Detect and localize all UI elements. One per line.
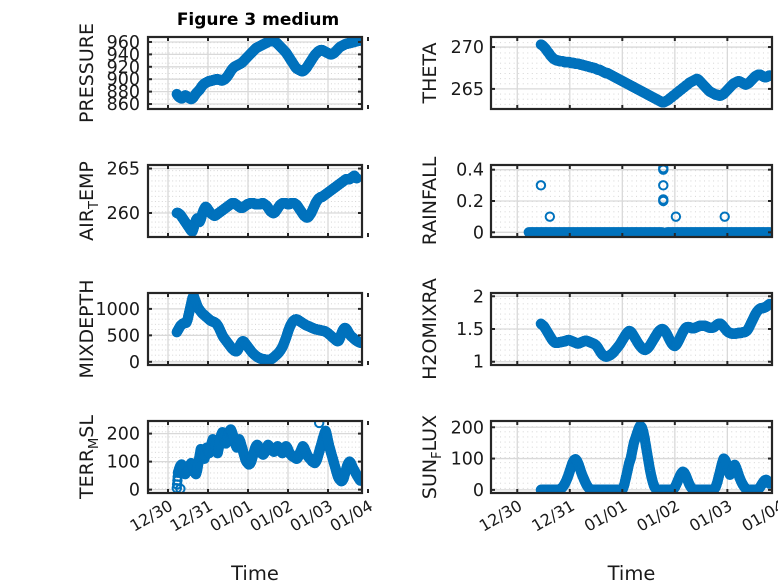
axes-box bbox=[489, 35, 774, 111]
axes-box bbox=[146, 35, 364, 111]
y-tick-label: 270 bbox=[451, 38, 484, 58]
y-tick-label: 2 bbox=[473, 287, 484, 307]
tick-marks bbox=[491, 293, 772, 365]
data-series bbox=[535, 421, 772, 493]
y-tick-label: 880 bbox=[107, 83, 140, 103]
y-tick-label: 1.5 bbox=[456, 320, 484, 340]
y-tick-label: 0.4 bbox=[456, 161, 484, 181]
y-tick-label: 1 bbox=[473, 353, 484, 373]
subplot-middle-lower-right: 2 1.5 1 H2OMIXRA bbox=[419, 278, 774, 380]
axes-box bbox=[146, 291, 364, 367]
tick-marks bbox=[148, 293, 369, 365]
y-axis-label: THETA bbox=[419, 42, 441, 104]
y-axis-label: AIRTEMP bbox=[76, 161, 102, 241]
subplot-bottom-left: 2001000TERRMSL12/3012/3101/0101/0201/030… bbox=[76, 415, 376, 583]
y-tick-label: 100 bbox=[451, 450, 484, 470]
y-tick-label: 0 bbox=[473, 223, 484, 243]
tick-marks bbox=[148, 165, 369, 237]
y-tick-label: 900 bbox=[107, 70, 140, 90]
figure-title: Figure 3 medium bbox=[177, 10, 339, 30]
data-series bbox=[535, 39, 772, 108]
y-tick-label: 920 bbox=[107, 58, 140, 78]
y-axis-label: RAINFALL bbox=[419, 156, 441, 245]
tick-marks bbox=[148, 421, 369, 493]
axes-box bbox=[489, 419, 774, 495]
y-tick-label: 200 bbox=[107, 425, 140, 445]
y-tick-label: 265 bbox=[451, 80, 484, 100]
y-tick-label: 0 bbox=[129, 353, 140, 373]
y-tick-label: 1000 bbox=[95, 300, 140, 320]
tick-marks bbox=[491, 421, 772, 493]
y-tick-label: 960 bbox=[107, 33, 140, 53]
svg-text:THETA: THETA bbox=[419, 42, 441, 104]
y-tick-label: 100 bbox=[107, 453, 140, 473]
tick-marks bbox=[491, 165, 772, 237]
tick-marks bbox=[148, 37, 369, 109]
y-tick-label: 200 bbox=[451, 418, 484, 438]
y-tick-label: 0 bbox=[473, 481, 484, 501]
x-axis-title: Time bbox=[607, 562, 656, 583]
y-tick-label: 260 bbox=[107, 204, 140, 224]
x-axis-title: Time bbox=[230, 562, 279, 583]
svg-text:AIRTEMP: AIRTEMP bbox=[76, 161, 102, 241]
tick-marks bbox=[491, 37, 772, 109]
data-series bbox=[535, 298, 772, 362]
subplot-middle-lower-left: 1000 500 0 MIXDEPTH bbox=[76, 280, 369, 379]
axes-box bbox=[146, 163, 364, 239]
axes-box bbox=[146, 419, 364, 495]
data-series bbox=[171, 293, 362, 365]
y-axis-label: PRESSURE bbox=[76, 23, 98, 123]
y-axis-label: H2OMIXRA bbox=[419, 278, 441, 380]
y-tick-label: 0 bbox=[129, 481, 140, 501]
y-tick-label: 265 bbox=[107, 160, 140, 180]
y-axis-label: MIXDEPTH bbox=[76, 280, 98, 379]
subplot-middle-upper-right: 0.4 0.2 0 RAINFALL bbox=[419, 156, 774, 245]
y-tick-label: 940 bbox=[107, 45, 140, 65]
data-series bbox=[171, 170, 362, 237]
y-tick-label: 500 bbox=[107, 326, 140, 346]
y-tick-label: 0.2 bbox=[456, 192, 484, 212]
grid-major bbox=[148, 165, 362, 237]
y-axis-label: SUNFLUX bbox=[419, 415, 445, 499]
svg-text:PRESSURE: PRESSURE bbox=[76, 23, 98, 123]
y-axis-label: TERRMSL bbox=[76, 415, 102, 500]
subplot-top-right: 270 265 THETA bbox=[419, 35, 774, 111]
y-tick-label: 860 bbox=[107, 95, 140, 115]
data-series bbox=[171, 421, 362, 493]
